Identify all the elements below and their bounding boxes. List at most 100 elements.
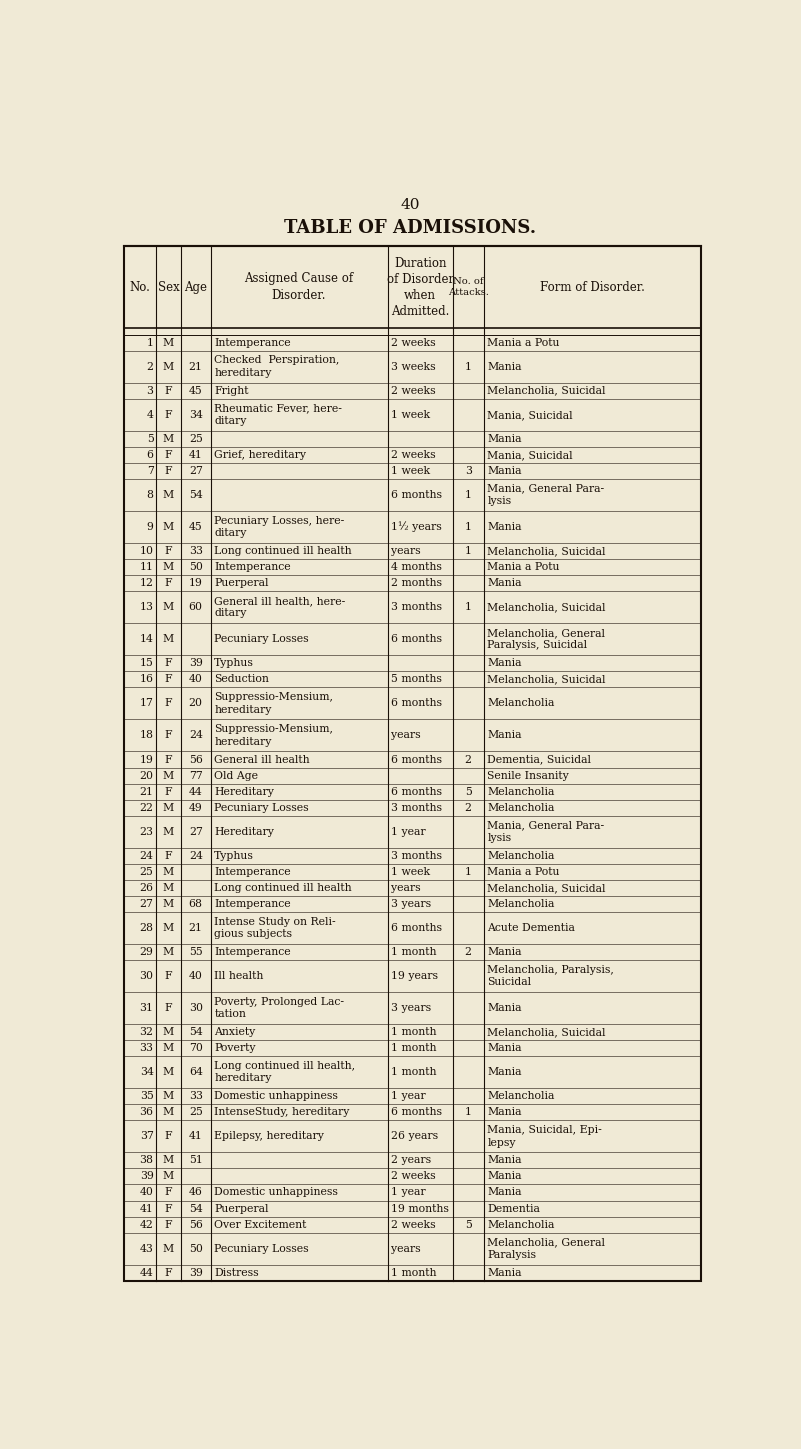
Text: Over Excitement: Over Excitement (215, 1220, 307, 1230)
Text: 50: 50 (189, 1243, 203, 1253)
Text: 25: 25 (189, 1107, 203, 1117)
Text: Melancholia: Melancholia (488, 898, 555, 909)
Text: 11: 11 (139, 562, 154, 572)
Text: 2 weeks: 2 weeks (391, 449, 435, 459)
Text: M: M (163, 948, 174, 956)
Text: Distress: Distress (215, 1268, 259, 1278)
Text: Intemperance: Intemperance (215, 338, 291, 348)
Text: Poverty, Prolonged Lac-
tation: Poverty, Prolonged Lac- tation (215, 997, 344, 1019)
Text: Mania: Mania (488, 1188, 522, 1197)
Text: 1 month: 1 month (391, 948, 437, 956)
Text: M: M (163, 1027, 174, 1037)
Text: 1: 1 (465, 490, 472, 500)
Text: Mania, Suicidal: Mania, Suicidal (488, 449, 573, 459)
Text: 19 years: 19 years (391, 971, 437, 981)
Text: 5: 5 (147, 433, 154, 443)
Text: M: M (163, 603, 174, 611)
Text: F: F (164, 546, 172, 556)
Text: 45: 45 (189, 385, 203, 396)
Text: 4: 4 (147, 410, 154, 420)
Text: 24: 24 (139, 851, 154, 861)
Text: General ill health, here-
ditary: General ill health, here- ditary (215, 596, 345, 619)
Text: M: M (163, 562, 174, 572)
Text: Mania: Mania (488, 1068, 522, 1077)
Text: 5 months: 5 months (391, 674, 441, 684)
Text: Mania: Mania (488, 433, 522, 443)
Text: Melancholia: Melancholia (488, 787, 555, 797)
Text: 1: 1 (465, 546, 472, 556)
Text: Mania: Mania (488, 1155, 522, 1165)
Text: 77: 77 (189, 771, 203, 781)
Text: 1: 1 (465, 362, 472, 371)
Text: 1 month: 1 month (391, 1068, 437, 1077)
Text: F: F (164, 1220, 172, 1230)
Text: F: F (164, 787, 172, 797)
Text: 56: 56 (189, 755, 203, 765)
Text: 6 months: 6 months (391, 923, 441, 933)
Text: Long continued ill health: Long continued ill health (215, 882, 352, 893)
Text: Melancholia: Melancholia (488, 803, 555, 813)
Text: Long continued ill health,
hereditary: Long continued ill health, hereditary (215, 1061, 356, 1084)
Text: 3 months: 3 months (391, 803, 441, 813)
Text: 18: 18 (139, 730, 154, 740)
Text: 2 years: 2 years (391, 1155, 431, 1165)
Text: Duration
of Disorder
when
Admitted.: Duration of Disorder when Admitted. (387, 256, 453, 317)
Text: 24: 24 (189, 851, 203, 861)
Text: Hereditary: Hereditary (215, 827, 274, 836)
Text: 1 year: 1 year (391, 1188, 425, 1197)
Text: 26 years: 26 years (391, 1132, 438, 1142)
Text: 46: 46 (189, 1188, 203, 1197)
Text: 39: 39 (189, 1268, 203, 1278)
Text: 44: 44 (189, 787, 203, 797)
Text: years: years (391, 882, 421, 893)
Text: 24: 24 (189, 730, 203, 740)
Text: Melancholia: Melancholia (488, 698, 555, 709)
Text: 1 month: 1 month (391, 1043, 437, 1053)
Text: 1 year: 1 year (391, 1091, 425, 1101)
Text: Melancholia: Melancholia (488, 1220, 555, 1230)
Text: Domestic unhappiness: Domestic unhappiness (215, 1188, 338, 1197)
Text: 45: 45 (189, 522, 203, 532)
Text: F: F (164, 1188, 172, 1197)
Text: Poverty: Poverty (215, 1043, 256, 1053)
Text: 2 months: 2 months (391, 578, 441, 588)
Text: Fright: Fright (215, 385, 249, 396)
Text: Mania: Mania (488, 658, 522, 668)
Text: F: F (164, 851, 172, 861)
Text: 5: 5 (465, 787, 472, 797)
Text: M: M (163, 827, 174, 836)
Text: 1 year: 1 year (391, 827, 425, 836)
Text: F: F (164, 578, 172, 588)
Text: 30: 30 (189, 1003, 203, 1013)
Text: Mania: Mania (488, 578, 522, 588)
Text: Melancholia, General
Paralysis, Suicidal: Melancholia, General Paralysis, Suicidal (488, 627, 606, 651)
Text: 3 months: 3 months (391, 851, 441, 861)
Text: Pecuniary Losses: Pecuniary Losses (215, 803, 309, 813)
Text: F: F (164, 1132, 172, 1142)
Text: F: F (164, 971, 172, 981)
Text: 60: 60 (189, 603, 203, 611)
Text: 17: 17 (139, 698, 154, 709)
Text: 41: 41 (189, 1132, 203, 1142)
Text: IntenseStudy, hereditary: IntenseStudy, hereditary (215, 1107, 350, 1117)
Text: 6: 6 (147, 449, 154, 459)
Text: TABLE OF ADMISSIONS.: TABLE OF ADMISSIONS. (284, 219, 537, 236)
Text: 42: 42 (139, 1220, 154, 1230)
Text: 1: 1 (465, 867, 472, 877)
Text: 2 weeks: 2 weeks (391, 1220, 435, 1230)
Text: 14: 14 (139, 635, 154, 645)
Text: 2 weeks: 2 weeks (391, 338, 435, 348)
Text: Melancholia: Melancholia (488, 1091, 555, 1101)
Text: 6 months: 6 months (391, 490, 441, 500)
Text: 1½ years: 1½ years (391, 522, 441, 532)
Text: 43: 43 (139, 1243, 154, 1253)
Text: Mania a Potu: Mania a Potu (488, 867, 560, 877)
Text: F: F (164, 410, 172, 420)
Text: Mania: Mania (488, 1003, 522, 1013)
Text: 70: 70 (189, 1043, 203, 1053)
Text: 1 month: 1 month (391, 1027, 437, 1037)
Text: 3: 3 (465, 465, 472, 475)
Text: 19: 19 (189, 578, 203, 588)
Text: 12: 12 (139, 578, 154, 588)
Text: Mania, General Para-
lysis: Mania, General Para- lysis (488, 820, 605, 843)
